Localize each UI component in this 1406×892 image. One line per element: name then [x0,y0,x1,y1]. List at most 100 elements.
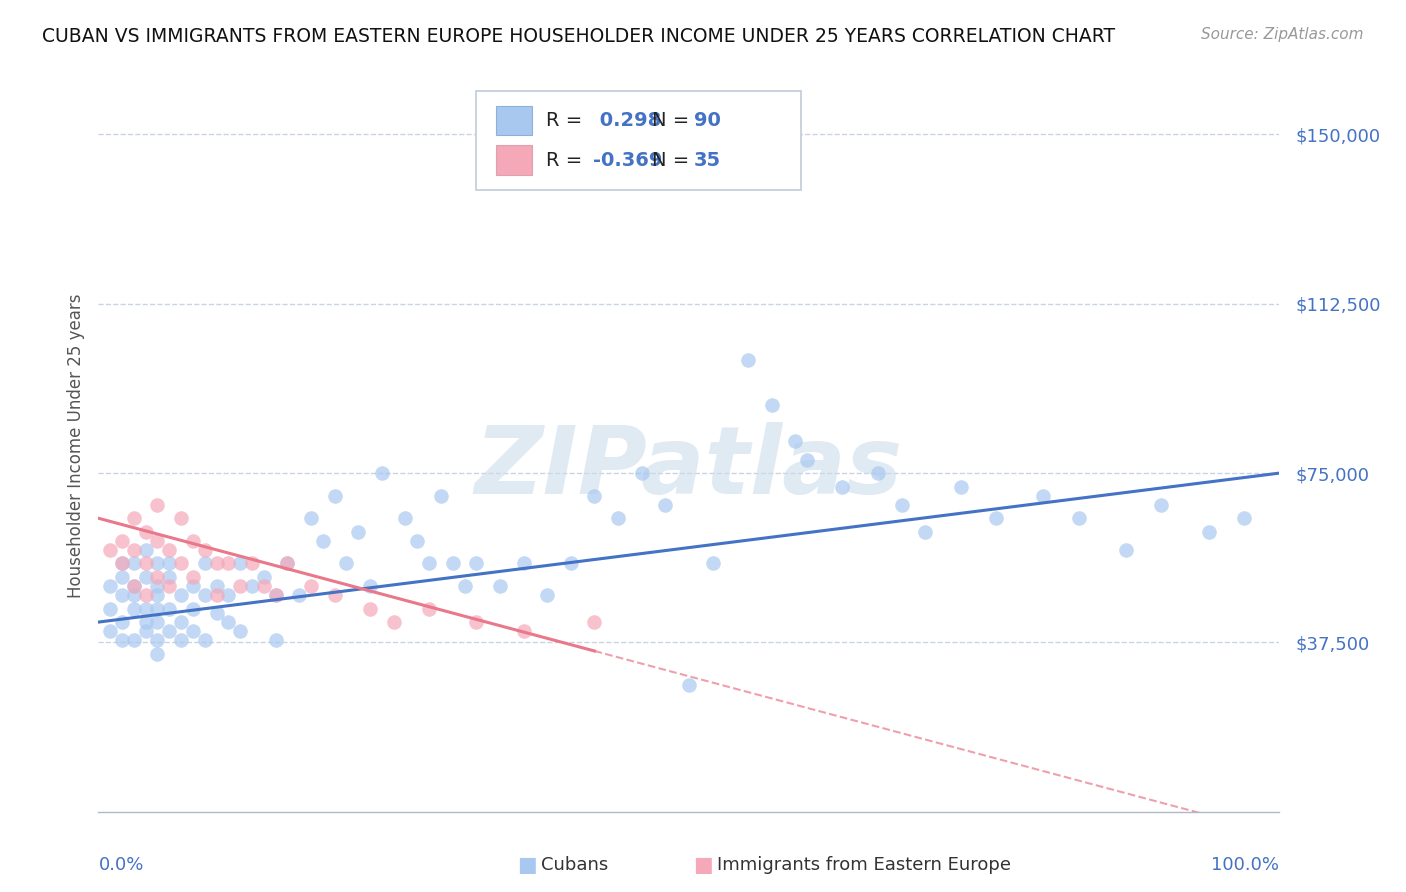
Point [382,615,405,629]
Point [418,557,440,571]
Point [111,557,134,571]
Point [430,489,453,503]
Point [157,542,180,557]
Point [170,615,193,629]
Point [205,557,228,571]
Point [181,570,204,584]
Point [146,615,169,629]
Point [170,557,193,571]
Point [1233,511,1256,525]
Point [512,624,534,639]
Text: 0.0%: 0.0% [98,855,143,873]
Point [111,557,134,571]
Point [335,557,357,571]
Point [347,524,370,539]
Point [146,579,169,593]
Point [229,624,252,639]
Point [240,557,263,571]
Point [1067,511,1090,525]
Point [288,588,311,602]
Point [205,606,228,620]
Point [157,570,180,584]
Point [181,601,204,615]
Point [122,579,145,593]
Point [157,601,180,615]
Point [359,601,381,615]
Point [194,542,217,557]
Point [453,579,475,593]
FancyBboxPatch shape [496,106,531,136]
Point [181,624,204,639]
Point [607,511,630,525]
Point [122,633,145,648]
Point [654,498,676,512]
Point [135,588,157,602]
Point [441,557,464,571]
Point [98,624,121,639]
Text: 90: 90 [693,111,720,130]
Point [146,570,169,584]
Point [323,588,346,602]
Text: R =: R = [546,111,582,130]
Point [866,466,889,480]
Point [299,511,322,525]
Point [157,624,180,639]
Point [122,511,145,525]
Point [583,489,606,503]
Point [1150,498,1173,512]
Point [135,615,157,629]
Point [1115,542,1137,557]
Point [359,579,381,593]
Point [737,353,759,368]
Point [122,542,145,557]
Point [170,588,193,602]
Point [122,557,145,571]
Point [630,466,652,480]
Point [135,570,157,584]
Point [253,570,276,584]
Point [146,633,169,648]
Text: CUBAN VS IMMIGRANTS FROM EASTERN EUROPE HOUSEHOLDER INCOME UNDER 25 YEARS CORREL: CUBAN VS IMMIGRANTS FROM EASTERN EUROPE … [42,27,1115,45]
Point [418,601,440,615]
Point [489,579,512,593]
Point [323,489,346,503]
Point [98,601,121,615]
Point [146,588,169,602]
Point [560,557,582,571]
Point [761,398,783,412]
Point [122,588,145,602]
Point [890,498,912,512]
Point [135,601,157,615]
Point [181,533,204,548]
Point [264,633,287,648]
FancyBboxPatch shape [496,145,531,175]
Point [135,524,157,539]
Point [253,579,276,593]
Point [512,557,534,571]
Point [240,579,263,593]
Point [229,557,252,571]
Text: Immigrants from Eastern Europe: Immigrants from Eastern Europe [717,856,1011,874]
Point [111,633,134,648]
Point [122,601,145,615]
Point [111,615,134,629]
Point [465,557,488,571]
Point [157,557,180,571]
Point [796,452,818,467]
Point [276,557,298,571]
Point [785,434,807,449]
Point [264,588,287,602]
Point [217,615,239,629]
Text: R =: R = [546,151,582,169]
Point [217,588,239,602]
Point [146,647,169,661]
Point [299,579,322,593]
Point [465,615,488,629]
Point [157,579,180,593]
Point [678,678,700,692]
Point [1198,524,1220,539]
Text: N =: N = [652,111,689,130]
Point [194,633,217,648]
Point [122,579,145,593]
Text: ZIPatlas: ZIPatlas [475,422,903,514]
